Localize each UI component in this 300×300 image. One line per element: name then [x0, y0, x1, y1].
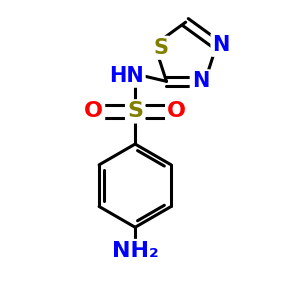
Text: HN: HN — [109, 66, 144, 86]
Text: S: S — [127, 101, 143, 122]
Text: O: O — [84, 101, 103, 122]
Text: NH₂: NH₂ — [112, 241, 158, 261]
Text: N: N — [212, 35, 230, 55]
Text: O: O — [167, 101, 186, 122]
Text: S: S — [153, 38, 168, 58]
Text: N: N — [192, 71, 209, 91]
